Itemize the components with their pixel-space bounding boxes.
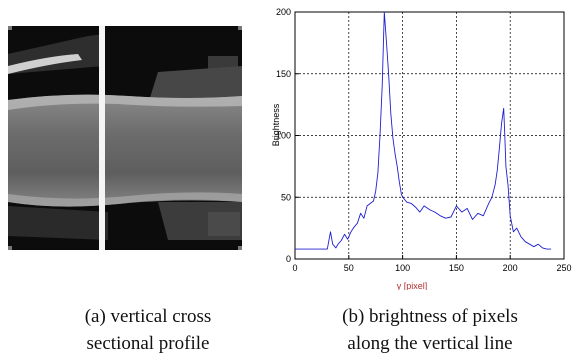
y-tick-label: 100 <box>276 131 291 141</box>
x-tick-label: 0 <box>292 263 297 273</box>
tick-labels: 0 50 100 150 200 250 0 50 100 150 200 <box>276 7 572 273</box>
axes <box>294 11 565 260</box>
x-tick-label: 150 <box>449 263 464 273</box>
y-axis-label: Brightness <box>271 103 281 146</box>
y-tick-label: 150 <box>276 69 291 79</box>
series-line-1 <box>295 11 552 250</box>
caption-a: (a) vertical cross sectional profile <box>58 303 238 357</box>
x-tick-label: 50 <box>344 263 354 273</box>
caption-a-line1: (a) vertical cross <box>84 306 212 327</box>
x-tick-label: 200 <box>503 263 518 273</box>
caption-a-line2: sectional profile <box>86 333 210 354</box>
series-layer <box>295 11 552 250</box>
x-axis-label: y [pixel] <box>397 281 428 290</box>
x-tick-label: 250 <box>556 263 571 273</box>
caption-b: (b) brightness of pixels along the verti… <box>300 303 560 357</box>
grid-lines <box>295 12 564 259</box>
y-tick-label: 200 <box>276 7 291 17</box>
y-tick-label: 50 <box>281 192 291 202</box>
brightness-chart: 0 50 100 150 200 250 0 50 100 150 200 Brightness y… <box>271 7 572 290</box>
cross-section-image <box>8 26 242 250</box>
caption-b-line2: along the vertical line <box>347 333 513 354</box>
y-tick-label: 0 <box>286 254 291 264</box>
x-tick-label: 100 <box>395 263 410 273</box>
caption-b-line1: (b) brightness of pixels <box>342 306 518 327</box>
